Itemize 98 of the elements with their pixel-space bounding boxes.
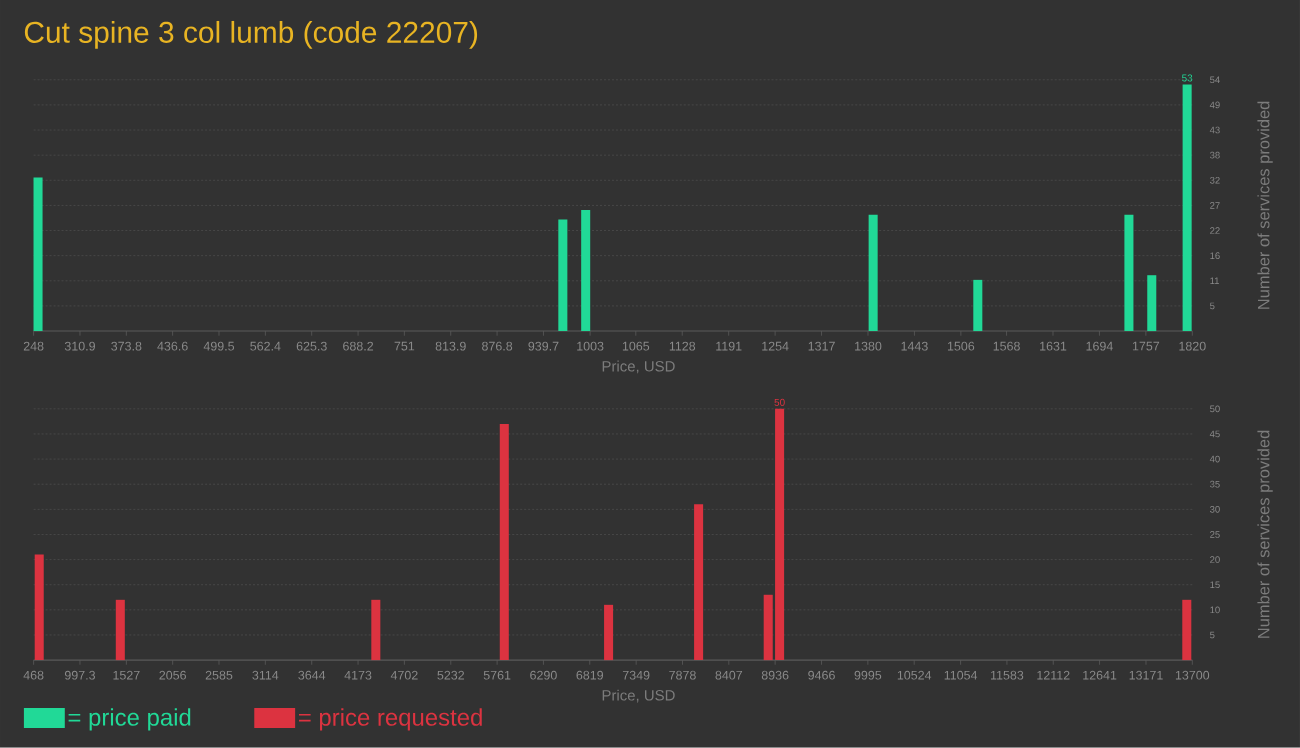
x-tick-label: 1317 — [808, 341, 835, 351]
x-tick-label: 997.3 — [64, 670, 96, 680]
y-tick-label: 50 — [1210, 405, 1220, 413]
y-tick-label: 32 — [1209, 177, 1220, 184]
x-tick-label: 1191 — [716, 341, 742, 351]
y-tick-label: 27 — [1210, 202, 1220, 209]
x-tick-label: 5232 — [437, 670, 465, 680]
bar — [763, 594, 773, 661]
x-tick-label: 13171 — [1129, 670, 1163, 680]
x-axis-title: Price, USD — [602, 689, 675, 703]
x-tick-label: 12641 — [1083, 670, 1117, 680]
x-tick-label: 9995 — [854, 670, 882, 680]
x-tick-label: 248 — [23, 341, 44, 351]
y-tick-label: 5 — [1210, 631, 1215, 639]
x-tick-label: 4702 — [390, 670, 418, 680]
y-axis-title: Number of services provided — [1257, 101, 1273, 309]
y-tick-label: 35 — [1209, 480, 1220, 488]
x-tick-label: 751 — [394, 341, 415, 351]
bar — [558, 219, 568, 332]
data-label: 53 — [1182, 74, 1193, 82]
bar — [868, 214, 878, 332]
bar — [1147, 275, 1157, 332]
x-tick-label: 1003 — [577, 341, 604, 351]
x-tick-label: 468 — [23, 670, 44, 680]
bar — [694, 504, 704, 661]
x-tick-label: 1568 — [993, 341, 1020, 351]
bar — [499, 423, 509, 661]
y-tick-label: 22 — [1210, 227, 1220, 234]
x-tick-label: 10524 — [897, 670, 932, 680]
x-tick-label: 625.3 — [296, 341, 327, 351]
bar — [604, 604, 614, 661]
y-tick-label: 54 — [1210, 76, 1220, 84]
x-tick-label: 1820 — [1179, 341, 1206, 351]
y-tick-label: 38 — [1209, 151, 1220, 159]
bar — [581, 210, 591, 332]
y-tick-label: 5 — [1210, 302, 1215, 310]
y-tick-label: 16 — [1210, 252, 1220, 260]
x-tick-label: 813.9 — [435, 341, 466, 351]
y-tick-label: 30 — [1209, 506, 1220, 513]
x-tick-label: 12112 — [1037, 670, 1070, 680]
x-tick-label: 2585 — [205, 670, 233, 680]
y-tick-label: 10 — [1210, 606, 1220, 614]
x-tick-label: 3644 — [298, 670, 326, 680]
legend-label: = price paid — [68, 708, 191, 731]
x-tick-label: 1380 — [855, 341, 882, 351]
bar — [1182, 84, 1192, 332]
x-tick-label: 6819 — [576, 670, 604, 680]
x-tick-label: 562.4 — [250, 341, 281, 351]
x-tick-label: 310.9 — [64, 341, 95, 351]
x-tick-label: 373.8 — [111, 341, 142, 351]
x-tick-label: 1527 — [113, 670, 140, 680]
y-tick-label: 45 — [1209, 430, 1220, 438]
bar — [33, 177, 43, 332]
chart-title: Cut spine 3 col lumb (code 22207) — [24, 21, 478, 49]
bar — [973, 279, 983, 332]
x-tick-label: 8407 — [715, 670, 743, 680]
bar — [1182, 599, 1192, 661]
legend-label: = price requested — [298, 708, 482, 731]
x-tick-label: 1065 — [622, 341, 650, 351]
x-tick-label: 1254 — [762, 341, 789, 351]
x-tick-label: 7349 — [622, 670, 650, 680]
x-tick-label: 6290 — [530, 670, 557, 680]
x-axis-title: Price, USD — [602, 360, 675, 374]
x-tick-label: 2056 — [159, 670, 186, 680]
bar — [775, 408, 785, 661]
x-tick-label: 11054 — [944, 670, 978, 680]
x-tick-label: 1631 — [1040, 341, 1067, 351]
y-axis-title: Number of services provided — [1257, 430, 1273, 638]
x-tick-label: 499.5 — [203, 341, 235, 351]
x-tick-label: 1128 — [669, 341, 696, 351]
y-tick-label: 15 — [1210, 581, 1220, 589]
y-tick-label: 43 — [1209, 126, 1220, 134]
x-tick-label: 7878 — [669, 670, 696, 680]
x-tick-label: 13700 — [1175, 670, 1210, 680]
bar — [115, 599, 125, 661]
x-tick-label: 688.2 — [343, 341, 374, 351]
x-tick-label: 11583 — [991, 670, 1024, 680]
x-tick-label: 876.8 — [482, 341, 513, 351]
y-tick-label: 49 — [1209, 101, 1220, 109]
x-tick-label: 1443 — [901, 341, 928, 351]
x-tick-label: 3114 — [252, 670, 279, 680]
x-tick-label: 1757 — [1132, 341, 1160, 351]
data-label: 50 — [774, 398, 785, 406]
y-tick-label: 20 — [1210, 556, 1220, 563]
x-tick-label: 1694 — [1086, 341, 1113, 351]
x-tick-label: 9466 — [808, 670, 835, 680]
bar — [371, 599, 381, 661]
y-tick-label: 25 — [1210, 531, 1220, 538]
y-tick-label: 40 — [1209, 455, 1220, 463]
bar — [34, 554, 44, 661]
x-tick-label: 5761 — [483, 670, 511, 680]
x-tick-label: 4173 — [344, 670, 372, 680]
x-tick-label: 1506 — [947, 341, 975, 351]
y-tick-label: 11 — [1210, 277, 1219, 285]
bar — [1124, 214, 1134, 332]
x-tick-label: 8936 — [761, 670, 789, 680]
x-tick-label: 436.6 — [157, 341, 188, 351]
x-tick-label: 939.7 — [528, 341, 559, 351]
